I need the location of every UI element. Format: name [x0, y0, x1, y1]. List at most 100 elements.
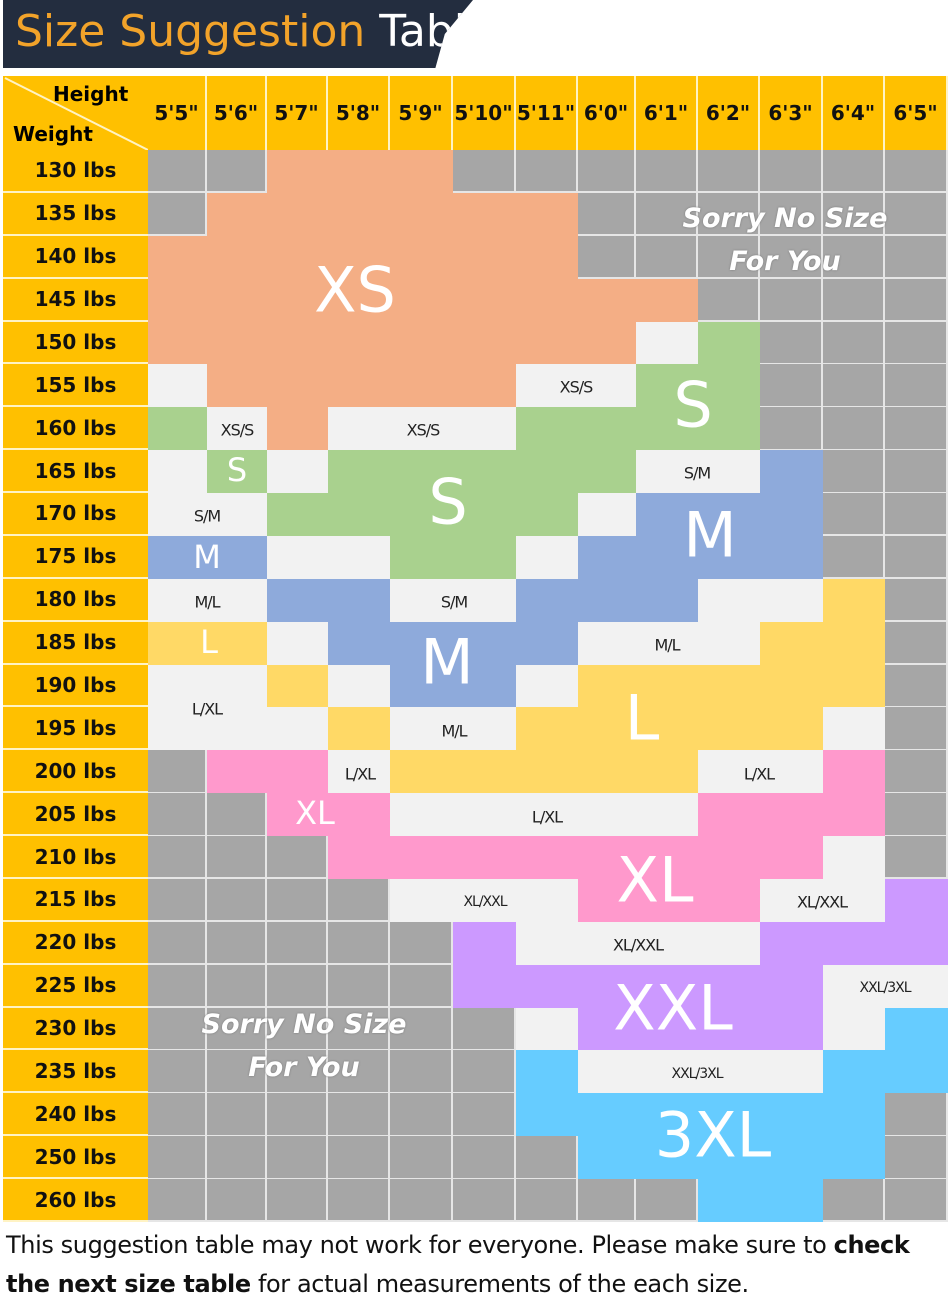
weight-header: 140 lbs [3, 235, 148, 279]
size-cell-none [148, 1007, 207, 1051]
size-cell-none [578, 192, 636, 237]
size-cell-xl [390, 836, 453, 880]
size-cell-none [885, 235, 948, 280]
size-cell-none [267, 836, 328, 880]
title-accent: Size Suggestion [15, 6, 366, 57]
size-cell-none [390, 964, 453, 1009]
size-cell-xl [698, 878, 760, 923]
size-cell-none [823, 150, 885, 194]
weight-header: 170 lbs [3, 493, 148, 536]
size-cell-s [207, 450, 267, 494]
size-cell-none [636, 1179, 698, 1223]
size-cell-3xl [885, 1050, 948, 1094]
size-cell-none [636, 192, 698, 237]
between-label: L/XL [344, 764, 376, 784]
title-main: Table [379, 6, 494, 57]
size-cell-xxl [516, 964, 578, 1009]
weight-header: 145 lbs [3, 278, 148, 322]
size-cell-xl [823, 793, 885, 837]
size-cell-mix [328, 407, 390, 451]
size-cell-mix [516, 921, 578, 966]
size-cell-none [148, 878, 207, 923]
size-cell-l [636, 664, 698, 708]
size-cell-m [636, 493, 698, 537]
size-cell-mix [823, 878, 885, 923]
table-corner-header: Height Weight [3, 76, 148, 150]
size-cell-m [267, 578, 328, 623]
no-size-line2: For You [729, 246, 841, 277]
size-label-m: M [193, 538, 221, 576]
size-cell-xl [328, 836, 390, 880]
height-header: 6'5" [885, 76, 948, 150]
size-cell-none [698, 235, 760, 280]
size-label-m: M [420, 625, 474, 699]
height-header: 5'10" [453, 76, 516, 150]
height-axis-label: Height [53, 82, 129, 106]
size-cell-xs [148, 235, 207, 280]
size-cell-m [760, 493, 823, 537]
size-label-xl: XL [616, 843, 694, 917]
size-cell-xxl [885, 878, 948, 923]
size-label-m: M [683, 498, 737, 572]
size-cell-mix [698, 450, 760, 494]
size-cell-xs [390, 192, 453, 237]
size-cell-mix [516, 364, 578, 408]
size-cell-mix [823, 1007, 885, 1051]
size-cell-none [207, 1093, 267, 1137]
size-cell-none [453, 1179, 516, 1223]
size-label-s: S [673, 368, 713, 442]
size-cell-xs [453, 321, 516, 365]
weight-header: 200 lbs [3, 750, 148, 794]
size-cell-l [760, 621, 823, 666]
size-cell-none [885, 407, 948, 451]
size-cell-s [328, 450, 390, 494]
size-cell-l [823, 578, 885, 623]
size-cell-m [578, 535, 636, 580]
size-cell-mix [390, 578, 453, 623]
between-label: S/M [193, 506, 221, 526]
weight-header: 190 lbs [3, 664, 148, 708]
size-cell-mix [823, 707, 885, 751]
size-cell-mix [328, 535, 390, 580]
size-cell-mix [390, 407, 453, 451]
between-label: L/XL [743, 764, 775, 784]
size-cell-mix [453, 793, 516, 837]
size-cell-none [698, 278, 760, 322]
size-cell-none [390, 921, 453, 966]
size-cell-none [578, 235, 636, 280]
size-cell-none [267, 1050, 328, 1094]
size-cell-xs [267, 321, 328, 365]
between-label: XXL/3XL [859, 980, 912, 996]
size-cell-none [328, 1093, 390, 1137]
weight-header: 250 lbs [3, 1136, 148, 1180]
size-cell-none [453, 1050, 516, 1094]
size-cell-3xl [698, 1136, 760, 1180]
size-cell-none [453, 1136, 516, 1180]
size-cell-none [328, 1179, 390, 1223]
size-cell-none [885, 321, 948, 365]
size-cell-xl [823, 750, 885, 794]
size-cell-none [885, 836, 948, 880]
size-cell-mix [578, 493, 636, 537]
size-cell-xl [516, 836, 578, 880]
between-label: XS/S [406, 420, 441, 440]
weight-header: 205 lbs [3, 793, 148, 837]
size-cell-3xl [578, 1136, 636, 1180]
between-label: XL/XXL [796, 892, 848, 912]
size-cell-none [207, 1050, 267, 1094]
size-cell-mix [698, 621, 760, 666]
size-cell-none [885, 578, 948, 623]
size-cell-none [453, 1093, 516, 1137]
height-header: 6'2" [698, 76, 760, 150]
weight-header: 180 lbs [3, 578, 148, 622]
size-cell-s [267, 493, 328, 537]
size-cell-mix [578, 621, 636, 666]
size-cell-xs [390, 364, 453, 408]
footer-text: This suggestion table may not work for e… [6, 1231, 834, 1259]
size-cell-m [516, 621, 578, 666]
weight-header: 185 lbs [3, 621, 148, 665]
size-cell-none [516, 1179, 578, 1223]
size-cell-none [267, 878, 328, 923]
size-cell-l [578, 664, 636, 708]
size-cell-xxl [760, 1007, 823, 1051]
